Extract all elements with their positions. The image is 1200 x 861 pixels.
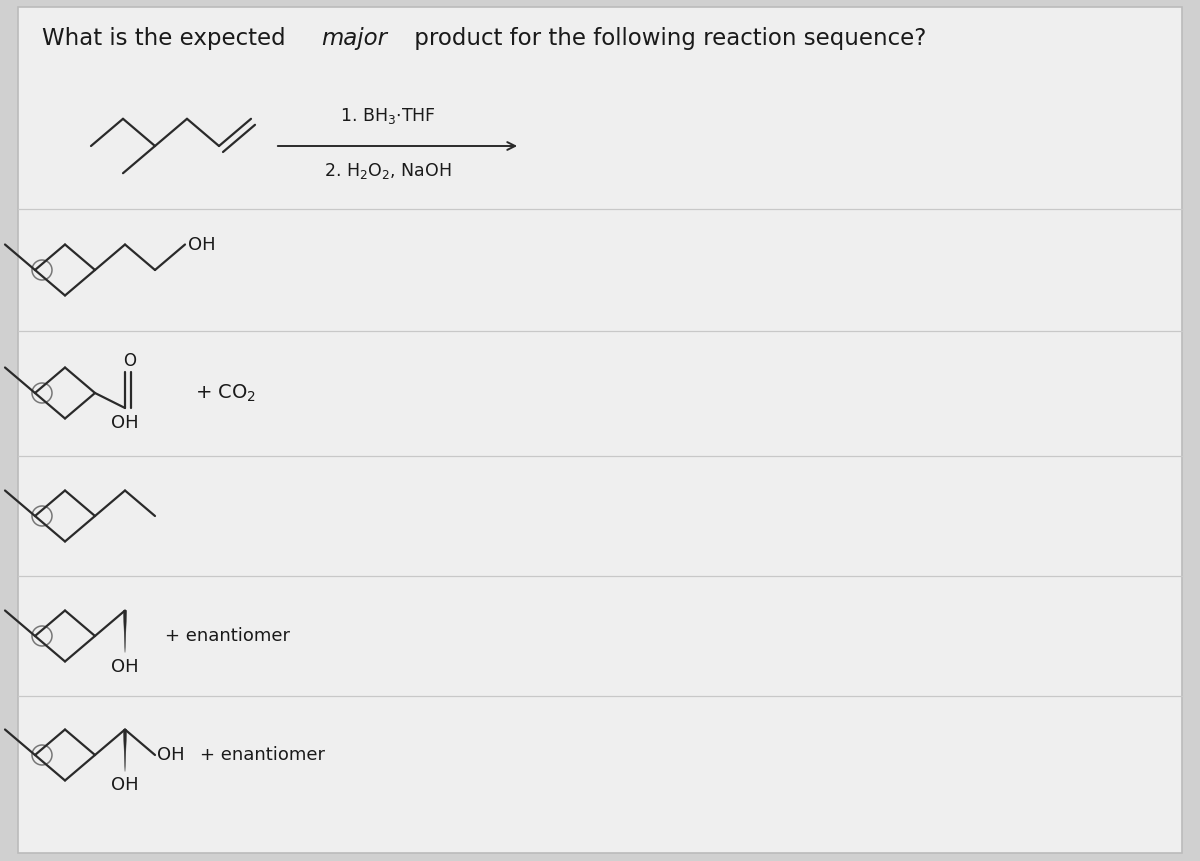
Text: major: major [322,28,388,51]
Text: 1. BH$_3$$\cdot$THF: 1. BH$_3$$\cdot$THF [340,106,436,126]
Polygon shape [124,729,127,771]
Text: + enantiomer: + enantiomer [166,627,290,645]
Polygon shape [124,610,127,653]
Text: O: O [124,352,137,370]
Text: What is the expected: What is the expected [42,28,293,51]
Text: OH: OH [188,236,216,253]
Text: OH: OH [157,746,185,764]
Text: product for the following reaction sequence?: product for the following reaction seque… [407,28,926,51]
Text: OH: OH [112,414,139,432]
FancyBboxPatch shape [18,7,1182,853]
Text: 2. H$_2$O$_2$, NaOH: 2. H$_2$O$_2$, NaOH [324,161,451,181]
Text: OH: OH [112,777,139,795]
Text: + CO$_2$: + CO$_2$ [194,382,256,404]
Text: OH: OH [112,658,139,676]
Text: + enantiomer: + enantiomer [200,746,325,764]
